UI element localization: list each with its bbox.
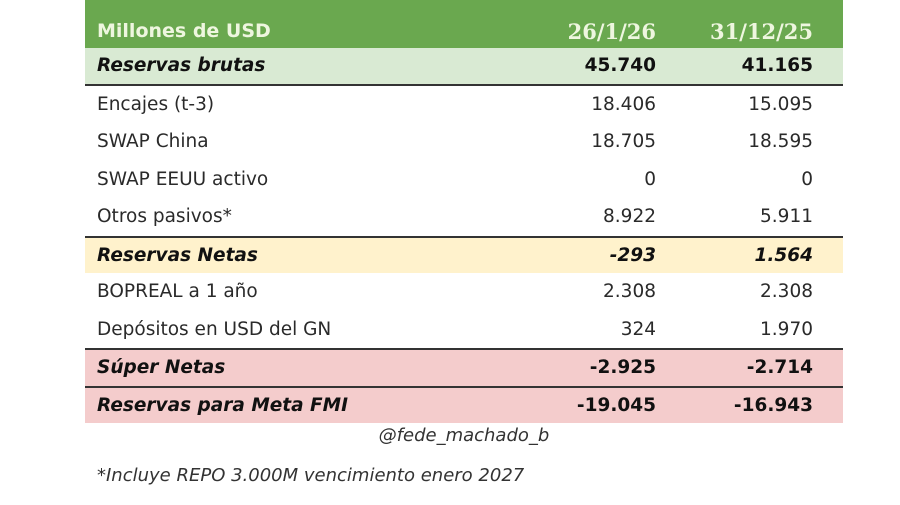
row-value-1: -19.045 [576, 394, 656, 416]
row-value-1: -2.925 [589, 357, 656, 379]
row-label: Súper Netas [97, 357, 226, 379]
row-bopreal: BOPREAL a 1 año 2.308 2.308 [85, 273, 843, 311]
row-otros-pasivos: Otros pasivos* 8.922 5.911 [85, 198, 843, 236]
row-label: Reservas Netas [97, 244, 258, 266]
row-value-1: 8.922 [603, 206, 656, 228]
row-value-2: 1.970 [760, 318, 813, 340]
row-label: Encajes (t-3) [97, 93, 215, 115]
author-credit: @fede_machado_b [378, 425, 550, 446]
row-meta-fmi: Reservas para Meta FMI -19.045 -16.943 [85, 385, 843, 423]
row-swap-china: SWAP China 18.705 18.595 [85, 123, 843, 161]
row-value-2: 5.911 [760, 206, 813, 228]
row-encajes: Encajes (t-3) 18.406 15.095 [85, 86, 843, 124]
row-value-1: 0 [644, 168, 656, 190]
row-label: Reservas brutas [97, 55, 266, 77]
row-depositos-gn: Depósitos en USD del GN 324 1.970 [85, 311, 843, 349]
row-label: Depósitos en USD del GN [97, 318, 332, 340]
row-value-1: -293 [609, 244, 656, 266]
row-label: SWAP EEUU activo [97, 168, 269, 190]
row-reservas-brutas: Reservas brutas 45.740 41.165 [85, 48, 843, 86]
row-value-2: 1.564 [754, 244, 813, 266]
row-value-1: 45.740 [584, 55, 656, 77]
header-date-1: 26/1/26 [567, 18, 656, 44]
row-value-2: 2.308 [760, 281, 813, 303]
table-header: Millones de USD 26/1/26 31/12/25 [85, 0, 843, 48]
footnote: *Incluye REPO 3.000M vencimiento enero 2… [97, 465, 525, 486]
reserves-table: Millones de USD 26/1/26 31/12/25 Reserva… [85, 0, 843, 423]
row-value-2: -2.714 [746, 357, 813, 379]
row-value-1: 2.308 [603, 281, 656, 303]
header-date-2: 31/12/25 [709, 18, 813, 44]
row-value-1: 324 [620, 318, 656, 340]
row-swap-eeuu: SWAP EEUU activo 0 0 [85, 161, 843, 199]
row-value-2: 41.165 [741, 55, 813, 77]
row-value-1: 18.406 [591, 93, 656, 115]
row-label: Otros pasivos* [97, 206, 232, 228]
row-value-2: 0 [801, 168, 813, 190]
row-value-2: 15.095 [748, 93, 813, 115]
row-label: BOPREAL a 1 año [97, 281, 258, 303]
header-label: Millones de USD [97, 20, 271, 42]
row-label: SWAP China [97, 131, 209, 153]
row-reservas-netas: Reservas Netas -293 1.564 [85, 235, 843, 273]
row-value-1: 18.705 [591, 131, 656, 153]
row-super-netas: Súper Netas -2.925 -2.714 [85, 348, 843, 386]
row-value-2: 18.595 [748, 131, 813, 153]
row-value-2: -16.943 [733, 394, 813, 416]
row-label: Reservas para Meta FMI [97, 394, 348, 416]
